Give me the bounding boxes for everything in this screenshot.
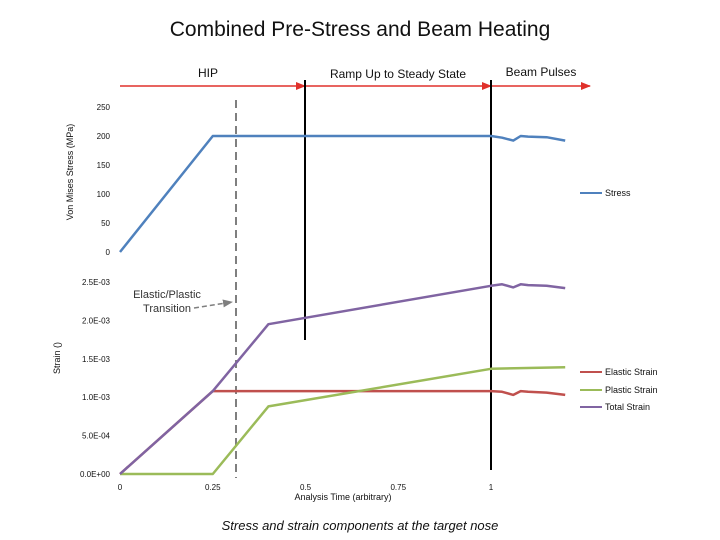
total-strain-series-line xyxy=(119,283,566,475)
stress-series-line xyxy=(119,134,566,253)
elastic-strain-series-line xyxy=(119,389,566,475)
strain-y-tick-label: 1.0E-03 xyxy=(82,393,111,402)
strain-y-tick-label: 2.5E-03 xyxy=(82,278,111,287)
x-tick-label: 0 xyxy=(118,483,123,492)
legend-label-stress: Stress xyxy=(605,188,631,198)
phase-label-hip: HIP xyxy=(198,66,218,80)
stress-y-tick-label: 200 xyxy=(97,132,111,141)
stress-y-tick-label: 0 xyxy=(106,248,111,257)
stress-y-tick-label: 250 xyxy=(97,103,111,112)
strain-y-axis-title: Strain () xyxy=(52,342,62,374)
chart-title: Combined Pre-Stress and Beam Heating xyxy=(169,18,551,41)
plastic-strain-series-line xyxy=(120,365,566,476)
x-tick-label: 0.75 xyxy=(390,483,406,492)
figure-caption: Stress and strain components at the targ… xyxy=(221,518,499,533)
annotation-arrow xyxy=(193,299,233,309)
stress-y-tick-label: 150 xyxy=(97,161,111,170)
strain-y-tick-label: 0.0E+00 xyxy=(80,470,111,479)
x-axis-title: Analysis Time (arbitrary) xyxy=(294,492,391,502)
legend-label-plastic: Plastic Strain xyxy=(605,385,658,395)
legend-label-elastic: Elastic Strain xyxy=(605,367,658,377)
strain-y-tick-label: 1.5E-03 xyxy=(82,355,111,364)
stress-y-tick-label: 100 xyxy=(97,190,111,199)
phase-label-ramp: Ramp Up to Steady State xyxy=(330,67,466,81)
stress-y-axis-title: Von Mises Stress (MPa) xyxy=(65,124,75,221)
annotation-line-2: Transition xyxy=(143,303,191,315)
x-tick-label: 1 xyxy=(489,483,494,492)
x-tick-label: 0.5 xyxy=(300,483,312,492)
x-tick-label: 0.25 xyxy=(205,483,221,492)
stress-y-tick-label: 50 xyxy=(101,219,110,228)
strain-y-tick-label: 5.0E-04 xyxy=(82,432,111,441)
legend-label-total: Total Strain xyxy=(605,402,650,412)
phase-label-beam: Beam Pulses xyxy=(506,65,577,79)
strain-y-tick-label: 2.0E-03 xyxy=(82,316,111,325)
annotation-line-1: Elastic/Plastic xyxy=(133,289,201,301)
